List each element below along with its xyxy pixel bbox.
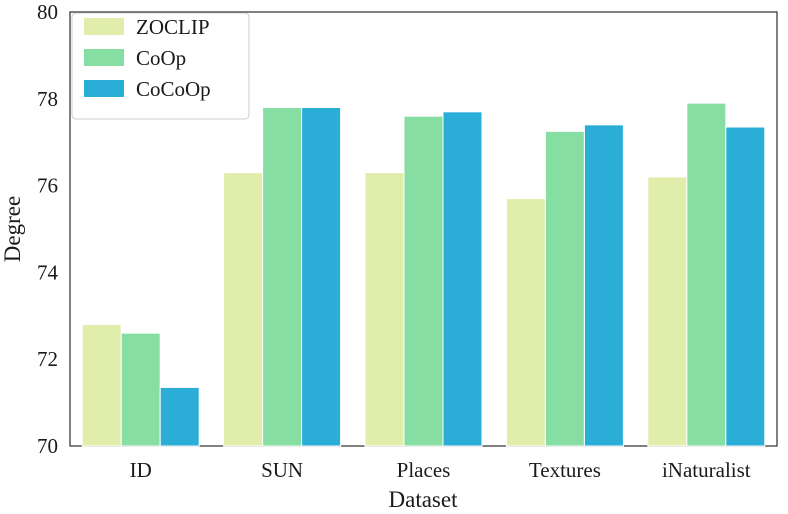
y-tick-label: 70 [37,434,58,458]
bar-zoclip-places [364,172,405,447]
legend-swatch-zoclip [84,18,124,35]
bar-cocoop-textures [583,124,624,447]
x-tick-label: Textures [529,458,601,482]
bar-coop-sun [262,106,303,447]
bar-cocoop-places [442,111,483,447]
bars-layer [81,102,766,447]
x-tick-labels: ID SUN Places Textures iNaturalist [130,458,751,482]
bar-zoclip-inaturalist [647,176,688,447]
y-tick-label: 80 [37,0,58,24]
x-tick-label: iNaturalist [662,458,751,482]
x-tick-label: SUN [261,458,303,482]
bar-zoclip-id [81,323,122,447]
bar-coop-textures [544,130,585,447]
bar-zoclip-sun [223,172,264,447]
y-tick-label: 74 [37,260,59,284]
legend-swatch-coop [84,49,124,66]
y-tick-label: 72 [37,347,58,371]
bar-cocoop-id [159,386,200,447]
y-tick-label: 76 [37,174,58,198]
bar-cocoop-sun [301,106,342,447]
bar-coop-places [403,115,444,447]
bar-zoclip-textures [505,198,546,447]
bar-cocoop-inaturalist [725,126,766,447]
y-tick-labels: 70 72 74 76 78 80 [37,0,59,458]
legend-label-cocoop: CoCoOp [136,77,211,101]
x-tick-label: ID [130,458,152,482]
x-axis-title: Dataset [389,487,459,512]
bar-coop-id [120,332,161,447]
legend-swatch-cocoop [84,80,124,97]
legend: ZOCLIP CoOp CoCoOp [71,12,250,120]
bar-coop-inaturalist [686,102,727,447]
y-tick-label: 78 [37,87,58,111]
y-axis-title: Degree [0,196,25,262]
x-tick-label: Places [397,458,451,482]
legend-label-zoclip: ZOCLIP [136,15,210,39]
legend-label-coop: CoOp [136,46,186,70]
